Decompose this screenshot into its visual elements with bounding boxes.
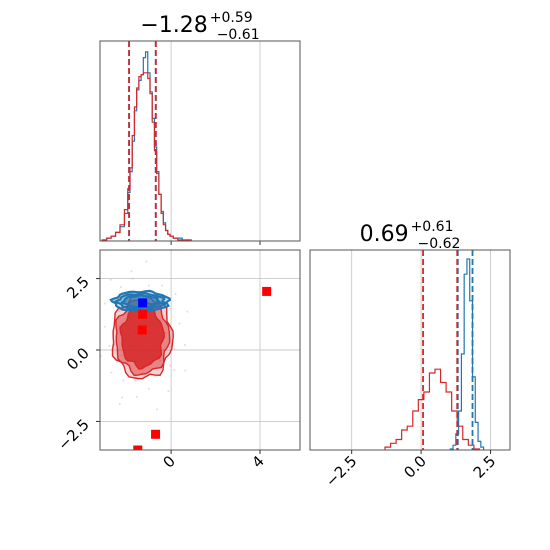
joint-scatter-point: [108, 345, 111, 348]
x-marginal-histogram-blue: [101, 51, 192, 241]
joint-markers: [133, 286, 272, 450]
joint-scatter-point: [186, 310, 189, 313]
joint-y-tick-label: −2.5: [54, 416, 92, 454]
x-marginal-frame: [99, 40, 301, 242]
joint-scatter-point: [160, 284, 163, 287]
joint-scatter-point: [168, 346, 171, 349]
joint-scatter-point: [109, 278, 112, 281]
y-marginal-x-tick-label: 0.0: [400, 452, 430, 482]
joint-scatter-point: [174, 293, 177, 296]
y-marginal-frame: [309, 249, 511, 451]
joint-scatter-point: [147, 284, 150, 287]
joint-scatter-point: [131, 277, 134, 280]
y-marginal-x-tick-label: −2.5: [322, 452, 360, 490]
x-marginal-panel: [99, 40, 301, 245]
x-marginal-histograms: [101, 51, 192, 241]
panel-title-y: 0.69 +0.61 −0.62: [360, 219, 461, 252]
joint-red-marker: [138, 309, 148, 319]
joint-scatter-point: [159, 359, 162, 362]
joint-x-tick-label: 4: [248, 452, 267, 471]
joint-scatter-point: [178, 322, 181, 325]
y-marginal-quantiles: [422, 250, 474, 450]
joint-red-marker: [262, 286, 272, 296]
joint-scatter-point: [135, 395, 138, 398]
joint-scatter-point: [133, 379, 136, 382]
joint-x-tick-label: 0: [159, 452, 178, 471]
joint-scatter-point: [121, 396, 124, 399]
y-marginal-x-ticks: −2.5 0.0 2.5: [322, 450, 499, 491]
y-marginal-histograms: [384, 258, 485, 450]
panel-title-x: −1.28 +0.59 −0.61: [140, 10, 259, 43]
joint-y-ticks: 2.5 0.0 −2.5: [54, 273, 100, 454]
joint-scatter-point: [110, 371, 113, 374]
y-marginal-histogram-red: [384, 368, 481, 450]
x-marginal-quantiles: [128, 41, 157, 241]
y-marginal-histogram-blue: [449, 258, 485, 450]
joint-scatter-point: [169, 307, 172, 310]
joint-scatter-point: [184, 369, 187, 372]
joint-scatter-point: [103, 302, 106, 305]
y-marginal-x-tick-label: 2.5: [470, 452, 500, 482]
x-marginal-grid: [170, 41, 261, 245]
joint-y-tick-label: 0.0: [63, 344, 93, 374]
x-marginal-histogram-red: [101, 72, 192, 241]
joint-scatter-point: [164, 331, 167, 334]
joint-scatter-point: [118, 309, 121, 312]
joint-scatter-point: [93, 332, 95, 334]
joint-scatter-point: [119, 286, 122, 289]
joint-red-marker: [137, 325, 147, 335]
joint-scatter-point: [120, 354, 123, 357]
joint-scatter-point: [130, 270, 133, 273]
joint-scatter-point: [118, 403, 121, 406]
joint-blue-marker: [138, 298, 148, 308]
joint-scatter-point: [155, 408, 158, 411]
joint-scatter-point: [173, 368, 176, 371]
joint-scatter-point: [145, 260, 148, 263]
joint-scatter-point: [167, 390, 170, 393]
joint-scatter-point: [147, 387, 150, 390]
joint-scatter-point: [122, 379, 125, 382]
joint-red-marker: [133, 445, 143, 450]
y-marginal-grid: [351, 250, 492, 450]
joint-contours: [93, 260, 189, 411]
joint-scatter-point: [173, 348, 176, 351]
joint-scatter-point: [183, 343, 186, 346]
joint-red-marker: [151, 429, 161, 439]
joint-scatter-point: [169, 364, 172, 367]
joint-scatter-point: [103, 325, 106, 328]
joint-y-tick-label: 2.5: [63, 273, 93, 303]
y-marginal-panel: −2.5 0.0 2.5: [309, 249, 511, 491]
